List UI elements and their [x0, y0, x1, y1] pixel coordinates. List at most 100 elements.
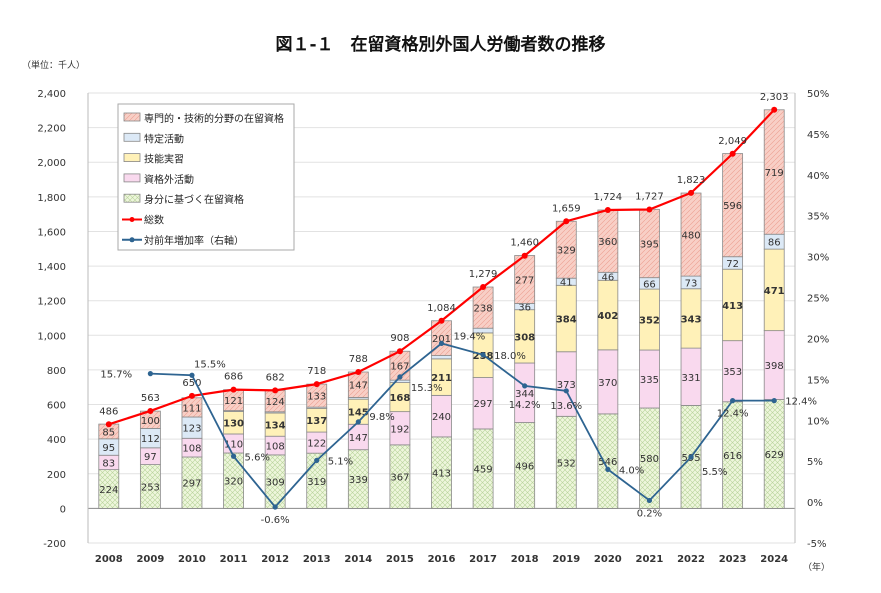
total-label: 1,460: [510, 238, 539, 249]
bar-value-label: 46: [601, 272, 614, 283]
bar-value-label: 73: [685, 278, 698, 289]
bar-value-label: 360: [598, 237, 617, 248]
rate-label: 15.7%: [100, 370, 132, 381]
x-tick-label: 2013: [303, 554, 331, 565]
bar-value-label: 192: [390, 424, 409, 435]
x-tick-label: 2019: [552, 554, 580, 565]
y2-tick-label: 30%: [807, 253, 829, 264]
x-tick-label: 2014: [344, 554, 372, 565]
rate-label: 5.6%: [245, 452, 270, 463]
bar-value-label: 719: [765, 168, 784, 179]
bar-value-label: 145: [348, 408, 369, 419]
bar-value-label: 629: [765, 450, 784, 461]
bar-value-label: 124: [266, 397, 285, 408]
bar-value-label: 122: [307, 439, 326, 450]
x-tick-label: 2010: [178, 554, 206, 565]
x-tick-label: 2015: [386, 554, 414, 565]
rate-label: 9.8%: [369, 412, 394, 423]
rate-point: [397, 374, 403, 380]
total-point: [771, 106, 778, 113]
total-label: 682: [266, 372, 285, 383]
y-tick-label: -200: [43, 539, 66, 550]
legend-swatch: [123, 153, 141, 163]
bar-value-label: 95: [102, 443, 115, 454]
bar-value-label: 111: [182, 403, 201, 414]
x-tick-label: 2011: [220, 554, 248, 565]
rate-point: [189, 372, 195, 378]
bar-value-label: 367: [390, 473, 409, 484]
rate-label: 14.2%: [509, 400, 541, 411]
x-tick-label: 2022: [677, 554, 705, 565]
total-label: 1,727: [635, 191, 664, 202]
legend-label: 資格外活動: [144, 173, 194, 186]
bar-value-label: 110: [224, 439, 243, 450]
total-label: 686: [224, 372, 243, 383]
bar-value-label: 335: [640, 375, 659, 386]
total-point: [604, 207, 611, 213]
rate-point: [730, 398, 736, 404]
legend-swatch: [123, 193, 141, 203]
total-label: 2,303: [760, 92, 789, 103]
legend-swatch: [123, 132, 141, 142]
legend-marker: [129, 217, 135, 222]
bar-value-label: 41: [560, 278, 573, 289]
total-label: 1,823: [677, 175, 706, 186]
bar-value-label: 108: [182, 444, 201, 455]
rate-point: [646, 497, 653, 504]
chart-title: 図１-１ 在留資格別外国人労働者数の推移: [275, 35, 606, 55]
total-label: 650: [182, 378, 201, 389]
total-label: 908: [390, 333, 409, 344]
x-tick-label: 2012: [261, 554, 289, 565]
total-label: 788: [349, 354, 368, 365]
total-point: [688, 189, 695, 196]
bar-value-label: 66: [643, 279, 656, 290]
bar-value-label: 398: [765, 361, 784, 372]
bar-value-label: 253: [141, 482, 160, 493]
rate-label: 4.0%: [619, 465, 644, 476]
y-tick-label: 1,800: [37, 193, 66, 204]
bar-value-label: 413: [432, 469, 451, 480]
bar-value-label: 480: [681, 231, 700, 242]
total-point: [230, 386, 237, 393]
x-tick-label: 2021: [636, 554, 664, 565]
bar-value-label: 496: [515, 461, 534, 472]
bar-value-label: 168: [389, 393, 410, 404]
rate-point: [605, 466, 611, 472]
bar-value-label: 211: [431, 373, 452, 384]
legend-label: 対前年増加率（右軸）: [144, 234, 244, 247]
total-label: 563: [141, 393, 160, 404]
bar-value-label: 616: [723, 451, 742, 462]
rate-label: 5.1%: [328, 456, 353, 467]
bar-value-label: 353: [723, 367, 742, 378]
legend-label: 身分に基づく在留資格: [144, 193, 244, 206]
total-label: 2,049: [718, 136, 747, 147]
rate-label: 12.4%: [717, 409, 749, 420]
rate-point: [314, 457, 320, 463]
bar-value-label: 297: [182, 479, 201, 490]
bar-value-label: 413: [722, 301, 743, 312]
total-point: [188, 392, 195, 399]
total-point: [438, 317, 445, 324]
total-label: 1,659: [552, 203, 581, 214]
bar-value-label: 224: [99, 485, 118, 496]
rate-line: [150, 342, 775, 509]
rate-label: 19.4%: [454, 331, 486, 342]
bar-value-label: 297: [474, 399, 493, 410]
bar-value-label: 123: [182, 424, 201, 435]
bar-value-label: 167: [390, 362, 409, 373]
x-tick-label: 2017: [469, 554, 497, 565]
x-tick-label: 2023: [719, 554, 747, 565]
x-tick-label: 2009: [136, 554, 164, 565]
y2-tick-label: 0%: [807, 498, 823, 509]
bar-value-label: 308: [514, 332, 535, 343]
bar-value-label: 83: [102, 458, 115, 469]
rate-label: 15.3%: [411, 383, 443, 394]
bar-value-label: 100: [141, 416, 160, 427]
bar-value-label: 532: [557, 458, 576, 469]
unit-label: （単位：千人）: [22, 61, 86, 71]
bar-特定活動: [431, 355, 452, 360]
x-tick-label: 2020: [594, 554, 622, 565]
bar-value-label: 395: [640, 239, 659, 250]
